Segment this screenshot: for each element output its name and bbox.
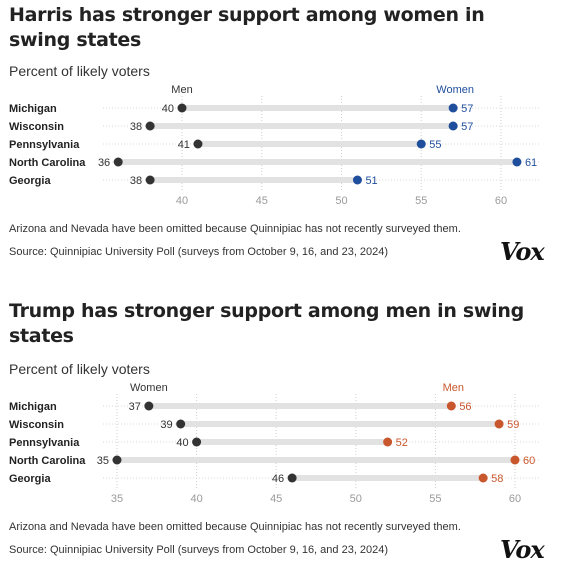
value-label-women: 57 [461, 121, 473, 133]
dot-women [512, 157, 522, 167]
dot-range-chart: 40 45 50 55 60 Men Women Michigan 40 57 Wisconsin 3… [9, 84, 540, 207]
category-label: North Carolina [9, 157, 86, 169]
dot-men [383, 437, 393, 447]
legend-label-men: Men [171, 84, 192, 96]
dot-men [113, 157, 123, 167]
chart-source: Source: Quinnipiac University Poll (surv… [9, 246, 389, 258]
category-label: Georgia [9, 473, 51, 485]
dot-range-chart: 35 40 45 50 55 60 Women Men Michigan 37 56 Wisconsi… [9, 382, 540, 505]
x-tick-label: 45 [256, 195, 268, 207]
dot-men [510, 455, 520, 465]
dot-women [192, 437, 202, 447]
dot-men [145, 121, 155, 131]
dot-women [144, 401, 154, 411]
value-label-men: 60 [523, 455, 535, 467]
chart-source: Source: Quinnipiac University Poll (surv… [9, 544, 389, 556]
value-label-men: 52 [396, 437, 408, 449]
legend-label-women: Women [436, 84, 474, 96]
dot-men [494, 419, 504, 429]
legend-label-women: Women [130, 382, 168, 394]
value-label-women: 40 [176, 437, 188, 449]
dot-men [193, 139, 203, 149]
dot-women [448, 103, 458, 113]
value-label-men: 40 [162, 103, 174, 115]
vox-logo: Vox [500, 237, 545, 266]
value-label-women: 39 [160, 419, 172, 431]
x-tick-label: 40 [176, 195, 188, 207]
value-label-women: 46 [272, 473, 284, 485]
x-tick-label: 50 [335, 195, 347, 207]
chart-title: Harris has stronger support among women … [9, 4, 485, 51]
x-tick-label: 55 [415, 195, 427, 207]
dot-women [352, 175, 362, 185]
category-label: Georgia [9, 175, 51, 187]
value-label-men: 36 [98, 157, 110, 169]
chart-note: Arizona and Nevada have been omitted bec… [9, 521, 461, 533]
chart-subtitle: Percent of likely voters [9, 361, 150, 377]
dot-men [177, 103, 187, 113]
dot-men [446, 401, 456, 411]
dot-men [478, 473, 488, 483]
x-tick-label: 50 [350, 493, 362, 505]
dot-women [112, 455, 122, 465]
chart-title: Trump has stronger support among men in … [9, 300, 524, 347]
dot-women [176, 419, 186, 429]
value-label-women: 57 [461, 103, 473, 115]
legend-label-men: Men [443, 382, 464, 394]
value-label-women: 55 [429, 139, 441, 151]
value-label-men: 59 [507, 419, 519, 431]
vox-logo: Vox [500, 535, 545, 564]
x-tick-label: 55 [429, 493, 441, 505]
value-label-men: 56 [459, 401, 471, 413]
value-label-men: 41 [178, 139, 190, 151]
chart-subtitle: Percent of likely voters [9, 63, 150, 79]
dot-women [287, 473, 297, 483]
dot-women [448, 121, 458, 131]
x-tick-label: 60 [495, 195, 507, 207]
x-tick-label: 60 [509, 493, 521, 505]
category-label: Michigan [9, 401, 57, 413]
x-tick-label: 35 [111, 493, 123, 505]
value-label-women: 35 [97, 455, 109, 467]
category-label: Pennsylvania [9, 139, 80, 151]
x-tick-label: 40 [190, 493, 202, 505]
category-label: North Carolina [9, 455, 86, 467]
dot-men [145, 175, 155, 185]
value-label-men: 38 [130, 121, 142, 133]
category-label: Wisconsin [9, 419, 64, 431]
x-tick-label: 45 [270, 493, 282, 505]
value-label-men: 38 [130, 175, 142, 187]
dot-women [416, 139, 426, 149]
category-label: Wisconsin [9, 121, 64, 133]
value-label-women: 61 [525, 157, 537, 169]
value-label-women: 37 [129, 401, 141, 413]
category-label: Pennsylvania [9, 437, 80, 449]
value-label-women: 51 [365, 175, 377, 187]
category-label: Michigan [9, 103, 57, 115]
chart-note: Arizona and Nevada have been omitted bec… [9, 223, 461, 235]
value-label-men: 58 [491, 473, 503, 485]
